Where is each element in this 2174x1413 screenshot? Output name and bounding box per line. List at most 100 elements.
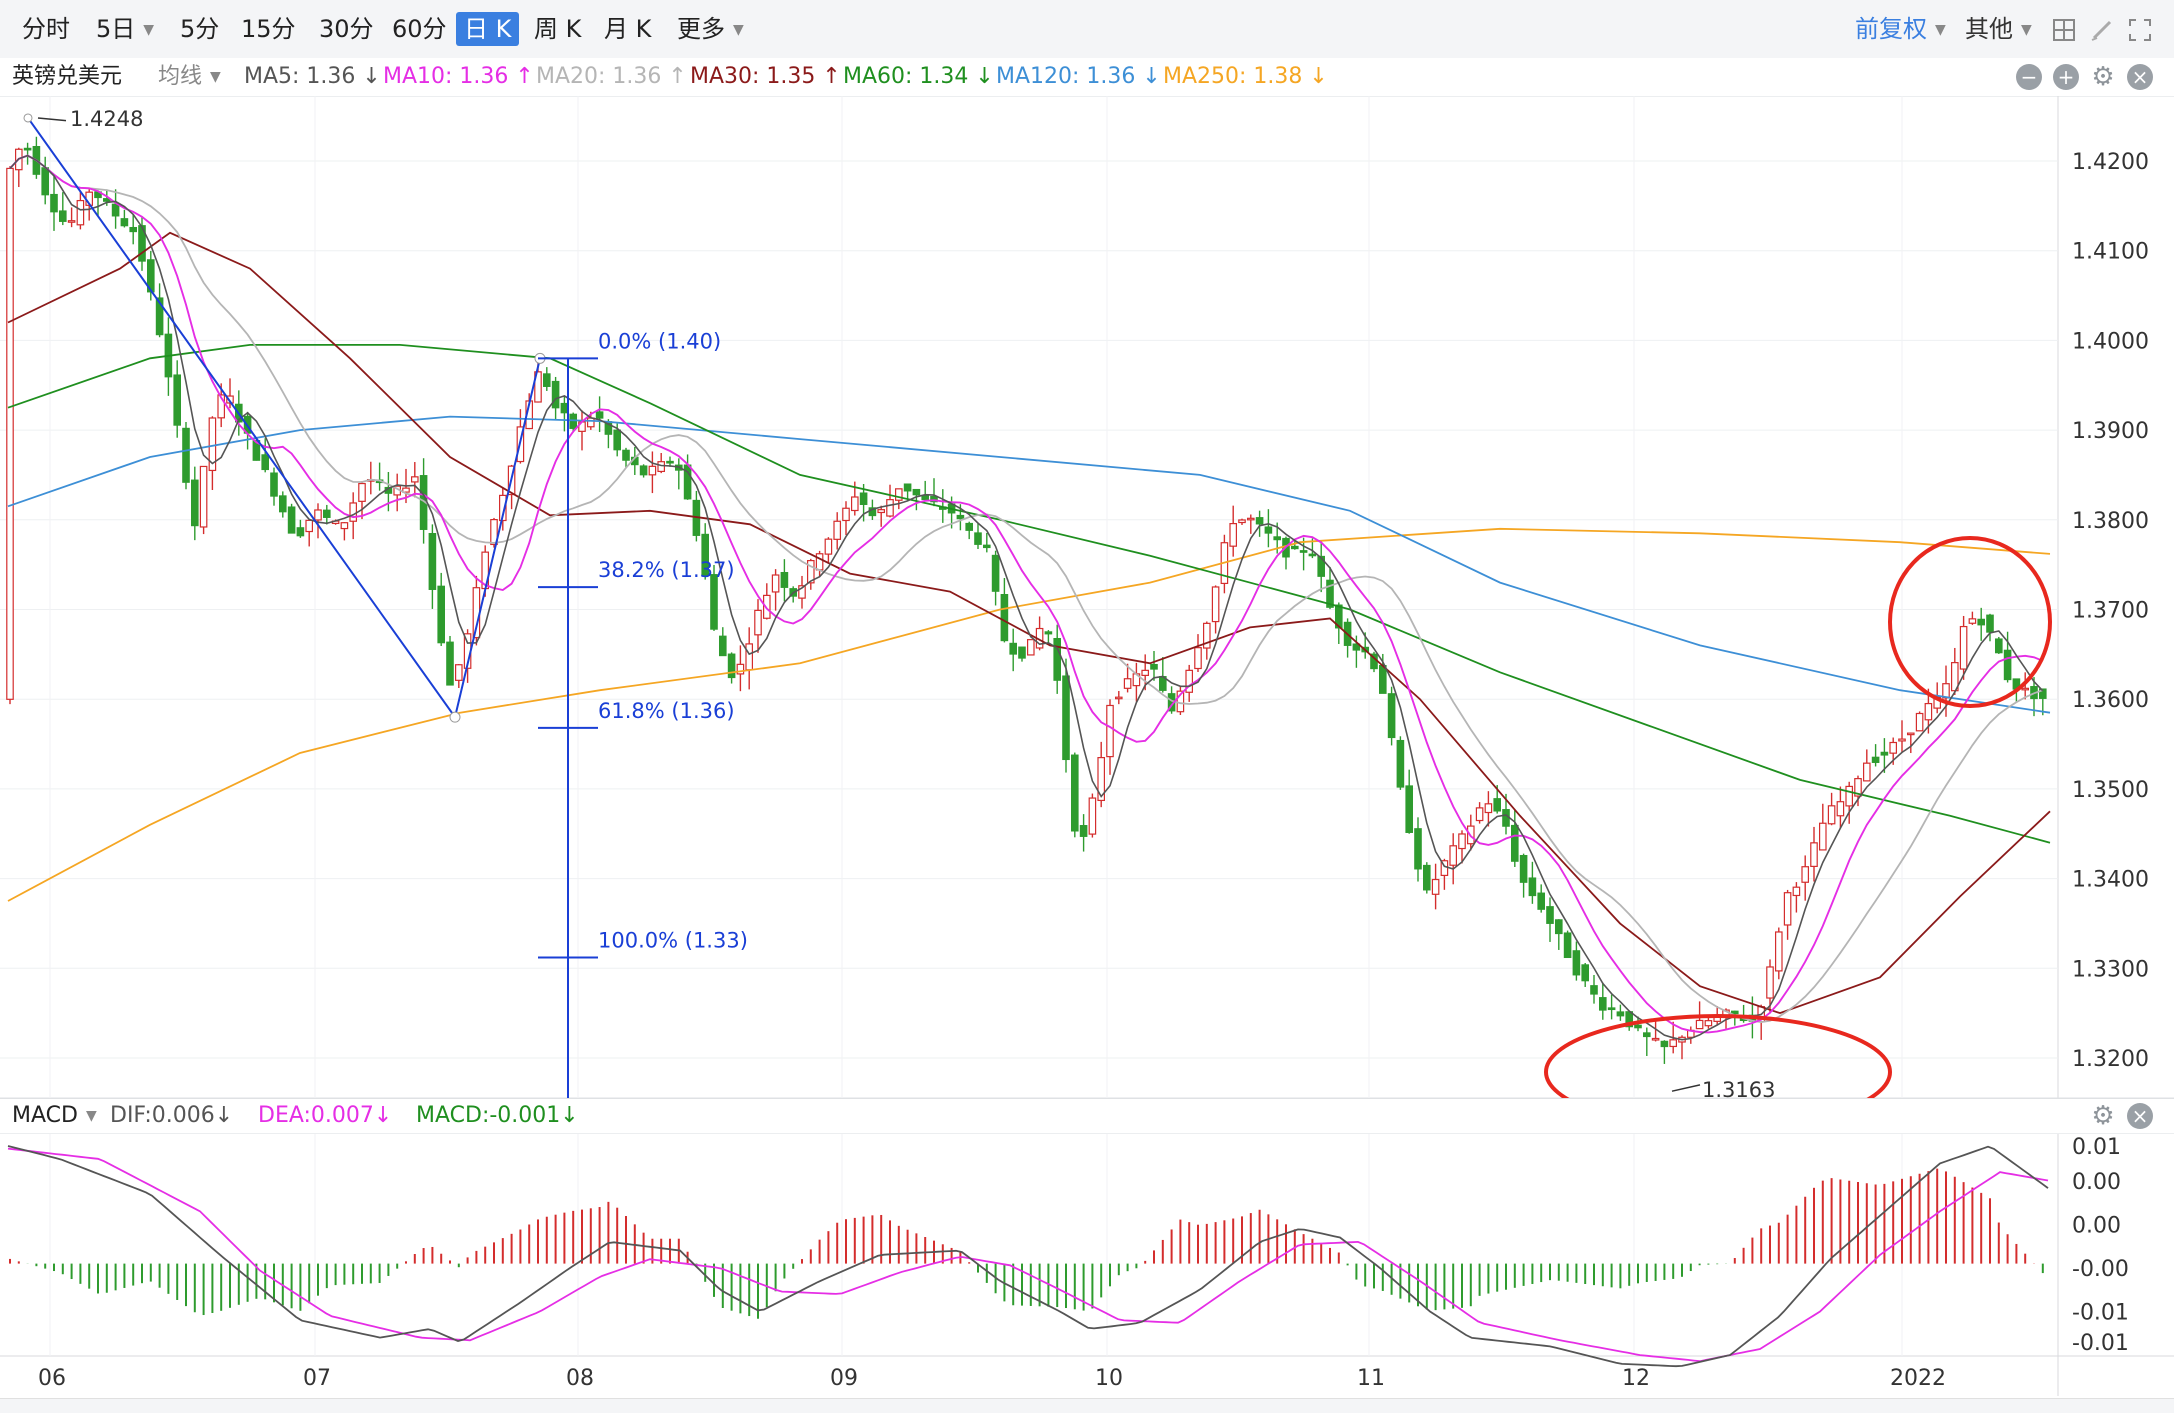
chevron-down-icon: ▼ (1935, 22, 1946, 38)
candle-body (1449, 845, 1458, 866)
chevron-down-icon: ▼ (143, 22, 155, 38)
candle-body (349, 502, 358, 522)
candle-body (736, 663, 745, 675)
tab-period-3[interactable]: 15分 (233, 12, 304, 46)
candle-body (639, 465, 648, 476)
fullscreen-icon[interactable] (2128, 18, 2152, 42)
candle-body (930, 495, 938, 503)
candle-body (1493, 798, 1502, 812)
chevron-down-icon: ▼ (85, 1108, 97, 1124)
candle-body (1854, 778, 1862, 797)
candle-body (208, 417, 217, 472)
tab-period-label: 15分 (241, 15, 296, 43)
tab-period-label: 5分 (180, 15, 220, 43)
macd-dropdown[interactable]: MACD ▼ (12, 1100, 97, 1132)
candle-body (718, 635, 727, 657)
macd-tick-label: -0.00 (2072, 1257, 2129, 1282)
candle-body (974, 532, 982, 545)
price-tick-label: 1.3600 (2072, 688, 2149, 713)
candle-body (2038, 688, 2047, 699)
candle-body (1079, 825, 1088, 837)
dea-line (7, 1147, 2049, 1363)
high-arrow (37, 117, 67, 122)
candle-body (1554, 919, 1563, 935)
candle-body (551, 380, 560, 409)
candle-body (1871, 756, 1880, 763)
price-tick-label: 1.3200 (2072, 1047, 2149, 1072)
candle-body (340, 522, 349, 530)
tab-period-2[interactable]: 5分 (172, 12, 227, 46)
ma-legend-item: MA60: 1.34 ↓ (843, 64, 994, 89)
tab-period-label: 60分 (392, 15, 447, 43)
candle-body (1194, 647, 1202, 670)
grid-icon[interactable] (2052, 18, 2076, 42)
candle-body (1898, 738, 1906, 742)
ma-legend-item: MA10: 1.36 ↑ (383, 64, 534, 89)
candle-body (850, 496, 859, 512)
candle-body (1097, 757, 1106, 802)
draw-icon[interactable] (2090, 18, 2114, 42)
gear-icon[interactable]: ⚙ (2091, 62, 2115, 92)
ma20-line (9, 154, 2044, 1024)
candle-body (1810, 842, 1818, 867)
tab-period-1[interactable]: 5日 ▼ (88, 12, 162, 46)
candle-body (613, 429, 622, 451)
candle-body (1880, 751, 1889, 756)
tab-period-7[interactable]: 周 K (526, 12, 589, 46)
candle-body (1924, 702, 1933, 721)
other-dropdown[interactable]: 其他 ▼ (1965, 12, 2032, 46)
price-tick-label: 1.3400 (2072, 868, 2149, 893)
close-icon[interactable]: × (2127, 1103, 2153, 1129)
chevron-down-icon: ▼ (2021, 22, 2032, 38)
candle-body (155, 297, 164, 336)
candle-body (1827, 805, 1836, 825)
adjust-dropdown[interactable]: 前复权 ▼ (1855, 12, 1946, 46)
time-tick-label: 09 (830, 1366, 858, 1391)
kline-chart[interactable]: 1.4200 1.4100 1.4000 1.3900 1.3800 1.3700 1.36… (0, 96, 2174, 1396)
candle-body (1053, 638, 1062, 681)
candle-body (358, 482, 366, 502)
gear-icon[interactable]: ⚙ (2091, 1101, 2115, 1131)
candle-body (1783, 892, 1792, 926)
candle-body (499, 494, 507, 522)
symbol-name: 英镑兑美元 (12, 64, 123, 89)
tab-period-8[interactable]: 月 K (596, 12, 659, 46)
tab-period-9[interactable]: 更多 ▼ (669, 12, 752, 46)
tab-period-4[interactable]: 30分 (311, 12, 382, 46)
period-toolbar: 分时 5日 ▼ 5分 15分 30分 60分日 K 周 K 月 K 更多 ▼ 前复权 ▼ 其他 ▼ (0, 0, 2174, 59)
candle-body (1695, 1019, 1704, 1030)
ma60-line (7, 344, 2051, 844)
candle-body (745, 643, 754, 671)
tab-period-0[interactable]: 分时 (14, 12, 78, 46)
candle-body (120, 218, 129, 227)
add-icon[interactable]: + (2053, 64, 2079, 90)
minimize-icon[interactable]: − (2016, 64, 2042, 90)
price-tick-label: 1.4200 (2072, 150, 2149, 175)
candle-body (1352, 643, 1361, 651)
tab-period-5[interactable]: 60分 (384, 12, 455, 46)
candle-body (1062, 675, 1070, 761)
high-price-label: 1.4248 (70, 107, 143, 131)
candle-body (701, 533, 710, 576)
candle-body (727, 653, 736, 679)
candle-body (41, 167, 50, 196)
candle-body (191, 479, 199, 527)
candle-body (296, 527, 305, 537)
indicator-dropdown[interactable]: 均线 ▼ (158, 61, 221, 93)
close-icon[interactable]: × (2127, 64, 2153, 90)
candle-body (1000, 594, 1009, 642)
candle-body (1026, 639, 1035, 656)
candle-body (23, 147, 32, 151)
price-tick-label: 1.3300 (2072, 957, 2149, 982)
candle-body (542, 373, 551, 387)
candle-body (1458, 833, 1466, 850)
candle-body (446, 641, 454, 686)
candle-body (534, 371, 542, 403)
tab-period-6[interactable]: 日 K (456, 12, 520, 46)
time-tick-label: 08 (566, 1366, 594, 1391)
price-tick-label: 1.3800 (2072, 509, 2149, 534)
candle-body (1581, 964, 1590, 982)
macd-name: MACD (12, 1103, 78, 1128)
candle-body (1766, 966, 1774, 999)
candle-body (894, 488, 903, 501)
